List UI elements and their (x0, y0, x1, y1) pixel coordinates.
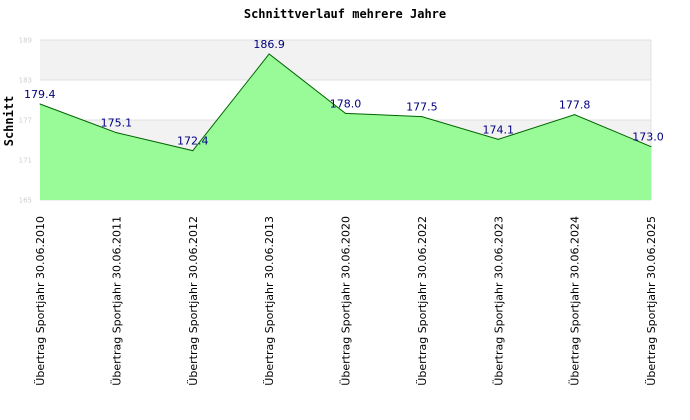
data-point (268, 53, 270, 55)
chart-title: Schnittverlauf mehrere Jahre (244, 7, 446, 21)
plot-band (40, 40, 651, 80)
x-tick-labels: Übertrag Sportjahr 30.06.2010 Übertrag Sp… (34, 216, 658, 386)
y-axis-label: Schnitt (2, 96, 16, 147)
data-label: 172.4 (177, 135, 209, 148)
data-label: 178.0 (330, 97, 362, 110)
data-point (192, 150, 194, 152)
data-point (574, 114, 576, 116)
data-point (421, 116, 423, 118)
data-label: 179.4 (24, 88, 56, 101)
x-tick-label: Übertrag Sportjahr 30.06.2020 (340, 216, 353, 386)
data-point (345, 112, 346, 114)
data-point (650, 146, 652, 148)
data-point (115, 132, 117, 134)
series-area (40, 54, 651, 200)
x-tick-label: Übertrag Sportjahr 30.06.2013 (263, 216, 276, 386)
data-label: 174.1 (483, 123, 515, 136)
x-tick-label: Übertrag Sportjahr 30.06.2025 (645, 216, 658, 386)
x-tick-label: Übertrag Sportjahr 30.06.2022 (416, 216, 429, 386)
data-label: 177.8 (559, 99, 591, 112)
x-tick-label: Übertrag Sportjahr 30.06.2011 (110, 216, 123, 386)
data-label: 173.0 (632, 131, 664, 144)
y-tick-label: 171 (19, 157, 32, 165)
data-point (39, 103, 41, 105)
x-tick-label: Übertrag Sportjahr 30.06.2010 (34, 216, 47, 386)
y-tick-label: 183 (19, 77, 32, 85)
area-layer (39, 53, 652, 200)
y-tick-label: 189 (19, 37, 32, 45)
x-tick-label: Übertrag Sportjahr 30.06.2023 (492, 216, 505, 386)
x-tick-label: Übertrag Sportjahr 30.06.2012 (187, 216, 200, 386)
data-point (497, 138, 499, 140)
x-tick-label: Übertrag Sportjahr 30.06.2024 (569, 216, 582, 386)
data-labels: 179.4 175.1 172.4 186.9 178.0 177.5 174.1 177.8… (24, 38, 664, 148)
data-label: 177.5 (406, 101, 438, 114)
y-tick-label: 165 (19, 197, 32, 205)
data-label: 175.1 (101, 117, 133, 130)
data-label: 186.9 (253, 38, 285, 51)
y-tick-labels: 189 183 177 171 165 (19, 37, 32, 205)
y-tick-label: 177 (19, 117, 32, 125)
